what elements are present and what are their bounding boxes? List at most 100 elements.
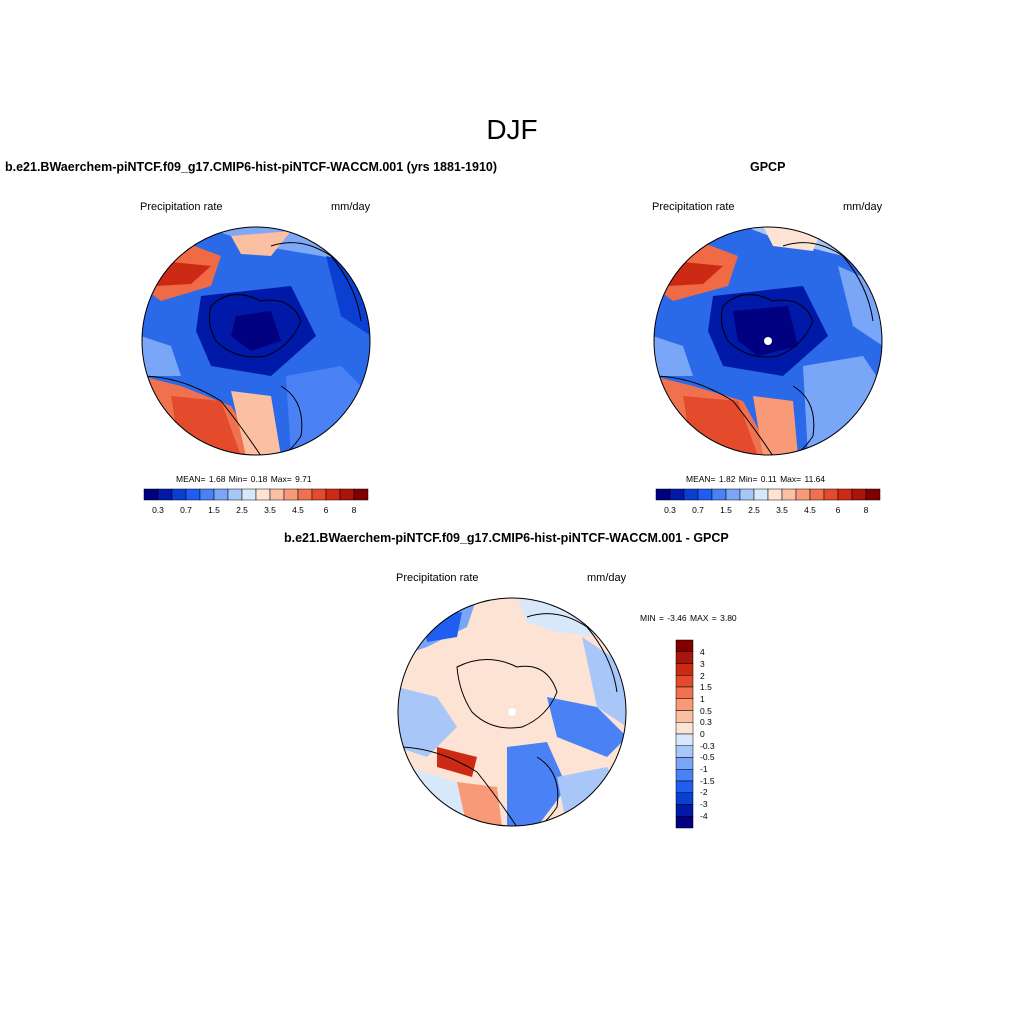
panel-1-stats: MEAN= 1.68 Min= 0.18 Max= 9.71 bbox=[176, 474, 312, 484]
colorbar-swatch bbox=[676, 746, 693, 758]
panel-2-tick: 4.5 bbox=[804, 505, 816, 515]
colorbar-swatch bbox=[810, 489, 824, 500]
panel-1-colorbar bbox=[144, 489, 368, 500]
colorbar-swatch bbox=[670, 489, 684, 500]
panel-3-tick: 1 bbox=[700, 694, 705, 704]
colorbar-swatch bbox=[676, 722, 693, 734]
panel-3-variable-label: Precipitation rate bbox=[396, 572, 479, 584]
panel-2-colorbar-labels: 0.3 0.7 1.5 2.5 3.5 4.5 6 8 bbox=[656, 505, 880, 517]
panel-3-tick: -2 bbox=[700, 787, 708, 797]
colorbar-swatch bbox=[676, 781, 693, 793]
colorbar-swatch bbox=[676, 664, 693, 676]
panel-1-tick: 2.5 bbox=[236, 505, 248, 515]
panel-3-colorbar-labels: 4 3 2 1.5 1 0.5 0.3 0 -0.3 -0.5 -1 -1.5 … bbox=[700, 640, 730, 828]
colorbar-swatch bbox=[782, 489, 796, 500]
panel-3-tick: 4 bbox=[700, 647, 705, 657]
panel-3-tick: -1.5 bbox=[700, 776, 715, 786]
colorbar-swatch bbox=[256, 489, 270, 500]
panel-2-tick: 1.5 bbox=[720, 505, 732, 515]
panel-2-variable-label: Precipitation rate bbox=[652, 201, 735, 213]
colorbar-swatch bbox=[676, 758, 693, 770]
panel-3-tick: 3 bbox=[700, 659, 705, 669]
panel-3-units-label: mm/day bbox=[587, 572, 626, 584]
colorbar-swatch bbox=[326, 489, 340, 500]
panel-3-tick: -1 bbox=[700, 764, 708, 774]
colorbar-swatch bbox=[284, 489, 298, 500]
colorbar-swatch bbox=[698, 489, 712, 500]
panel-3-tick: 1.5 bbox=[700, 682, 712, 692]
panel-1-tick: 1.5 bbox=[208, 505, 220, 515]
panel-1-colorbar-labels: 0.3 0.7 1.5 2.5 3.5 4.5 6 8 bbox=[144, 505, 368, 517]
colorbar-swatch bbox=[866, 489, 880, 500]
colorbar-swatch bbox=[242, 489, 256, 500]
panel-1-tick: 8 bbox=[352, 505, 357, 515]
panel-3-tick: -0.5 bbox=[700, 752, 715, 762]
panel-2-polar-map bbox=[653, 226, 883, 456]
colorbar-swatch bbox=[676, 699, 693, 711]
colorbar-swatch bbox=[824, 489, 838, 500]
panel-1-tick: 3.5 bbox=[264, 505, 276, 515]
panel-3-tick: -0.3 bbox=[700, 741, 715, 751]
colorbar-swatch bbox=[676, 711, 693, 723]
colorbar-swatch bbox=[200, 489, 214, 500]
panel-1-variable-label: Precipitation rate bbox=[140, 201, 223, 213]
colorbar-swatch bbox=[676, 675, 693, 687]
panel-1-tick: 0.3 bbox=[152, 505, 164, 515]
colorbar-swatch bbox=[676, 769, 693, 781]
colorbar-swatch bbox=[712, 489, 726, 500]
panel-2-tick: 2.5 bbox=[748, 505, 760, 515]
colorbar-swatch bbox=[852, 489, 866, 500]
panel-2-units-label: mm/day bbox=[843, 201, 882, 213]
panel-2-tick: 0.7 bbox=[692, 505, 704, 515]
colorbar-swatch bbox=[676, 805, 693, 817]
colorbar-swatch bbox=[754, 489, 768, 500]
panel-2-tick: 0.3 bbox=[664, 505, 676, 515]
colorbar-swatch bbox=[158, 489, 172, 500]
colorbar-swatch bbox=[354, 489, 368, 500]
panel-1-tick: 6 bbox=[324, 505, 329, 515]
colorbar-swatch bbox=[740, 489, 754, 500]
colorbar-swatch bbox=[676, 734, 693, 746]
panel-3-colorbar bbox=[676, 640, 693, 828]
colorbar-swatch bbox=[298, 489, 312, 500]
colorbar-swatch bbox=[656, 489, 670, 500]
panel-2-tick: 3.5 bbox=[776, 505, 788, 515]
panel-2-stats: MEAN= 1.82 Min= 0.11 Max= 11.64 bbox=[686, 474, 825, 484]
panel-3-tick: -4 bbox=[700, 811, 708, 821]
panel-2-colorbar bbox=[656, 489, 880, 500]
panel-2-title: GPCP bbox=[750, 160, 785, 174]
panel-1-polar-map bbox=[141, 226, 371, 456]
panel-3-polar-map bbox=[397, 597, 627, 827]
main-title: DJF bbox=[0, 114, 1024, 146]
panel-3-tick: 0.3 bbox=[700, 717, 712, 727]
colorbar-swatch bbox=[838, 489, 852, 500]
colorbar-swatch bbox=[186, 489, 200, 500]
panel-2-tick: 8 bbox=[864, 505, 869, 515]
colorbar-swatch bbox=[726, 489, 740, 500]
panel-1-tick: 0.7 bbox=[180, 505, 192, 515]
panel-3-tick: 0 bbox=[700, 729, 705, 739]
colorbar-swatch bbox=[228, 489, 242, 500]
panel-1-title: b.e21.BWaerchem-piNTCF.f09_g17.CMIP6-his… bbox=[5, 160, 497, 174]
colorbar-swatch bbox=[676, 816, 693, 828]
panel-3-tick: 0.5 bbox=[700, 706, 712, 716]
panel-3-stats: MIN = -3.46 MAX = 3.80 bbox=[640, 613, 737, 623]
colorbar-swatch bbox=[144, 489, 158, 500]
colorbar-swatch bbox=[796, 489, 810, 500]
colorbar-swatch bbox=[768, 489, 782, 500]
colorbar-swatch bbox=[676, 652, 693, 664]
colorbar-swatch bbox=[676, 793, 693, 805]
panel-3-tick: -3 bbox=[700, 799, 708, 809]
panel-1-tick: 4.5 bbox=[292, 505, 304, 515]
colorbar-swatch bbox=[676, 687, 693, 699]
colorbar-swatch bbox=[214, 489, 228, 500]
panel-1-units-label: mm/day bbox=[331, 201, 370, 213]
colorbar-swatch bbox=[172, 489, 186, 500]
colorbar-swatch bbox=[340, 489, 354, 500]
colorbar-swatch bbox=[312, 489, 326, 500]
colorbar-swatch bbox=[684, 489, 698, 500]
colorbar-swatch bbox=[270, 489, 284, 500]
panel-3-title: b.e21.BWaerchem-piNTCF.f09_g17.CMIP6-his… bbox=[284, 531, 729, 545]
panel-3-tick: 2 bbox=[700, 671, 705, 681]
panel-2-tick: 6 bbox=[836, 505, 841, 515]
